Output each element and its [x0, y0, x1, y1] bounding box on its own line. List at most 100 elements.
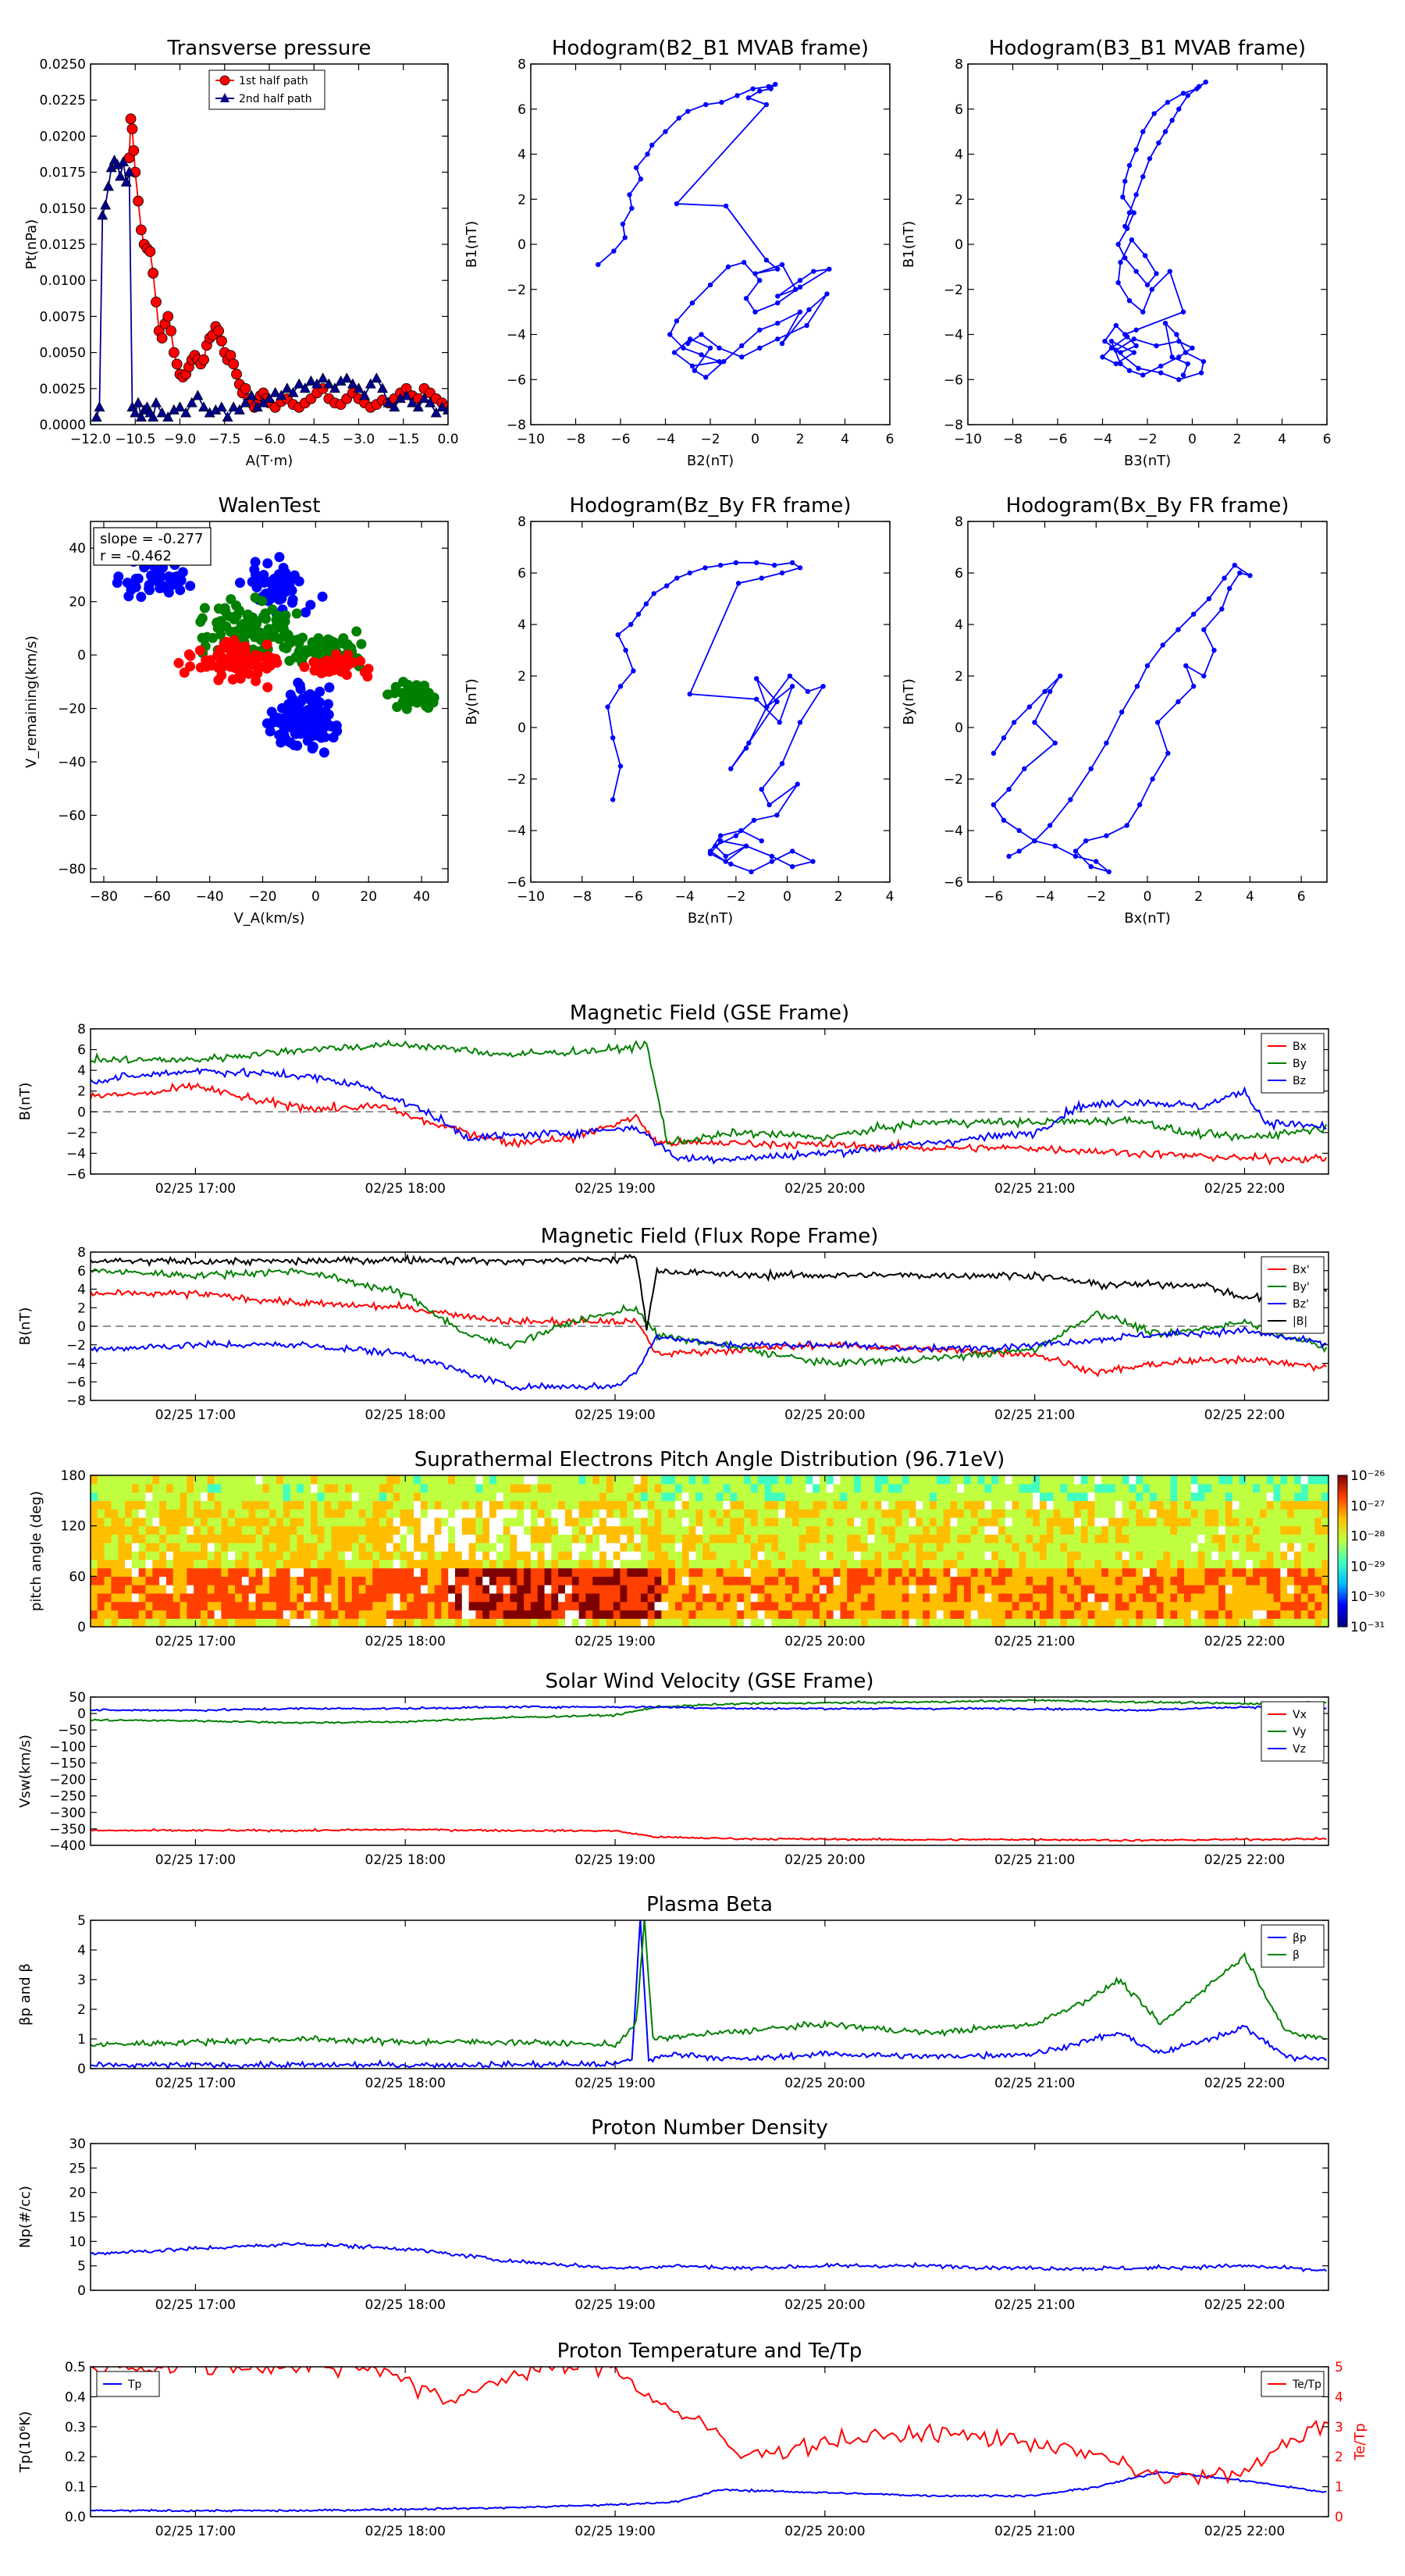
heatmap-cell: [1019, 1542, 1026, 1552]
heatmap-cell: [909, 1509, 916, 1518]
x-tick-label: 02/25 17:00: [155, 2524, 236, 2539]
heatmap-cell: [1033, 1475, 1040, 1485]
y-tick-label: 2: [518, 192, 526, 208]
data-point: [130, 407, 141, 418]
heatmap-cell: [91, 1610, 98, 1619]
heatmap-cell: [929, 1517, 937, 1527]
heatmap-cell: [716, 1542, 724, 1552]
heatmap-cell: [1218, 1475, 1226, 1485]
heatmap-cell: [1115, 1576, 1123, 1585]
y-axis-label: Pt(nPa): [23, 219, 40, 269]
heatmap-cell: [681, 1483, 690, 1493]
heatmap-cell: [1039, 1601, 1048, 1611]
data-point: [236, 646, 247, 657]
heatmap-cell: [1143, 1525, 1151, 1535]
data-point: [252, 628, 263, 639]
data-point: [719, 99, 724, 105]
heatmap-cell: [681, 1610, 690, 1619]
heatmap-cell: [200, 1517, 208, 1527]
heatmap-cell: [833, 1592, 841, 1603]
heatmap-cell: [923, 1585, 930, 1594]
heatmap-cell: [173, 1618, 181, 1627]
data-area: [91, 2242, 1327, 2272]
heatmap-cell: [448, 1500, 456, 1510]
data-point: [429, 692, 439, 703]
heatmap-cell: [916, 1567, 923, 1577]
heatmap-cell: [799, 1559, 806, 1569]
heatmap-cell: [207, 1475, 215, 1485]
heatmap-cell: [840, 1567, 848, 1577]
heatmap-cell: [448, 1610, 456, 1619]
heatmap-cell: [1046, 1601, 1055, 1611]
heatmap-cell: [517, 1475, 525, 1485]
heatmap-cell: [255, 1567, 263, 1577]
data-point: [144, 246, 156, 258]
heatmap-cell: [1087, 1592, 1096, 1603]
heatmap-cell: [1273, 1551, 1281, 1560]
data-point: [757, 327, 763, 333]
y-tick-label: −4: [507, 824, 526, 839]
heatmap-cell: [379, 1509, 387, 1518]
data-point: [689, 363, 695, 369]
heatmap-cell: [1046, 1525, 1055, 1535]
chart-hodo_bx_by: Hodogram(Bx_By FR frame)Bx(nT)By(nT)−6 −4…: [901, 494, 1328, 927]
heatmap-cell: [730, 1475, 738, 1485]
heatmap-cell: [847, 1483, 855, 1493]
heatmap-cell: [1080, 1559, 1089, 1569]
data-point: [1147, 156, 1153, 162]
heatmap-cell: [806, 1559, 813, 1569]
heatmap-cell: [750, 1525, 759, 1535]
heatmap-cell: [1177, 1551, 1185, 1560]
heatmap-cell: [571, 1534, 580, 1543]
heatmap-cell: [304, 1610, 311, 1619]
data-point: [213, 325, 225, 336]
heatmap-cell: [510, 1509, 518, 1518]
heatmap-cell: [1280, 1475, 1288, 1485]
heatmap-cell: [1053, 1475, 1061, 1485]
heatmap-cell: [152, 1534, 160, 1543]
colorbar-tick-label: 10⁻³⁰: [1350, 1589, 1385, 1605]
y-tick-label: −6: [507, 875, 526, 891]
heatmap-cell: [180, 1525, 187, 1535]
heatmap-cell: [571, 1542, 580, 1552]
heatmap-cell: [916, 1551, 923, 1560]
heatmap-cell: [1273, 1492, 1281, 1501]
heatmap-cell: [427, 1585, 436, 1594]
heatmap-cell: [964, 1475, 972, 1485]
heatmap-cell: [503, 1551, 511, 1560]
heatmap-cell: [91, 1559, 98, 1569]
heatmap-cell: [290, 1525, 297, 1535]
heatmap-cell: [482, 1551, 490, 1560]
heatmap-cell: [207, 1483, 215, 1493]
heatmap-cell: [1232, 1475, 1240, 1485]
heatmap-cell: [386, 1525, 394, 1535]
data-point: [774, 699, 780, 705]
heatmap-cell: [407, 1559, 414, 1569]
x-tick-label: 02/25 17:00: [155, 2076, 236, 2091]
heatmap-cell: [998, 1475, 1006, 1485]
heatmap-cell: [791, 1592, 800, 1603]
heatmap-cell: [530, 1534, 539, 1543]
heatmap-cell: [840, 1483, 848, 1493]
heatmap-cell: [290, 1500, 297, 1510]
heatmap-cell: [524, 1559, 532, 1569]
heatmap-cell: [640, 1500, 649, 1510]
heatmap-cell: [723, 1509, 731, 1518]
data-point: [793, 286, 799, 292]
y-axis-label: By(nT): [464, 678, 480, 724]
heatmap-cell: [365, 1576, 373, 1585]
heatmap-cell: [510, 1475, 518, 1485]
heatmap-cell: [393, 1592, 401, 1603]
heatmap-cell: [943, 1592, 951, 1603]
heatmap-cell: [304, 1525, 311, 1535]
heatmap-cell: [537, 1559, 546, 1569]
heatmap-cell: [757, 1576, 766, 1585]
heatmap-cell: [118, 1483, 126, 1493]
heatmap-cell: [1094, 1592, 1102, 1603]
data-point: [294, 680, 305, 691]
heatmap-cell: [1012, 1585, 1020, 1594]
heatmap-cell: [1300, 1592, 1309, 1603]
heatmap-cell: [1039, 1525, 1048, 1535]
heatmap-cell: [730, 1525, 738, 1535]
heatmap-cell: [1136, 1542, 1144, 1552]
